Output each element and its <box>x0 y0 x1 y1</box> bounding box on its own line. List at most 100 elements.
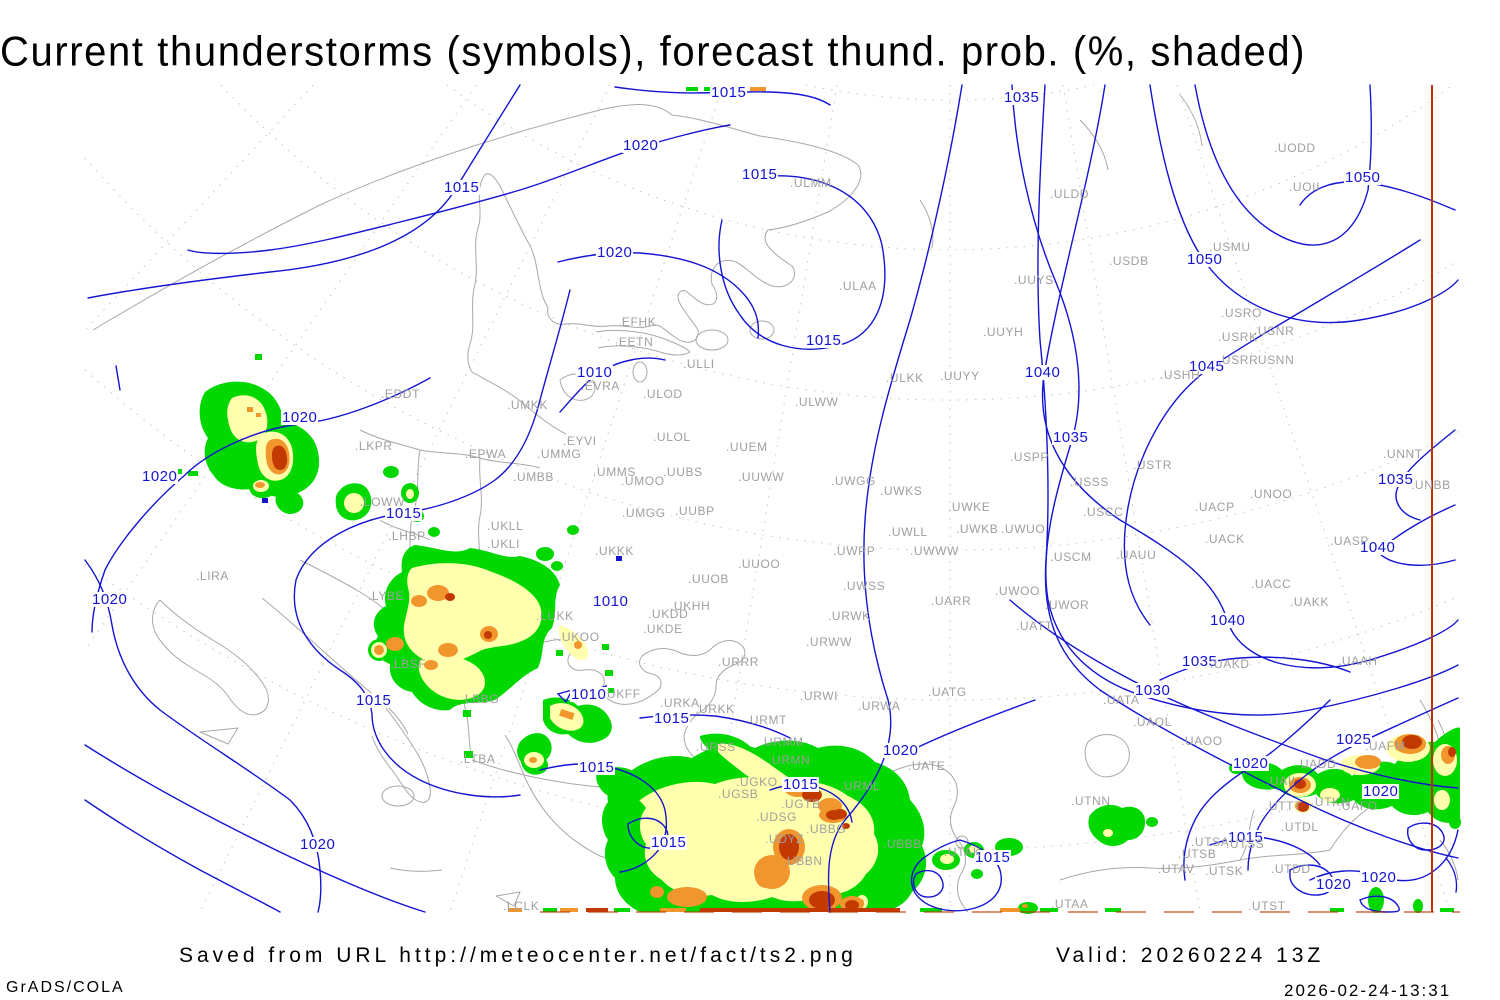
station-label: .UBBG <box>806 822 847 836</box>
station-label: .UAFO <box>1338 799 1378 813</box>
station-label: .UWWW <box>910 544 959 558</box>
isobar-label: 1020 <box>1315 876 1353 893</box>
isobar-label: 1020 <box>882 742 920 759</box>
station-label: .UKFF <box>603 687 641 701</box>
station-label: .UUYS <box>1014 273 1054 287</box>
station-label: .UBBN <box>783 854 823 868</box>
isobar-label: 1020 <box>1360 869 1398 886</box>
station-label: .USRK <box>1218 330 1258 344</box>
station-label: .UKHH <box>670 599 711 613</box>
station-label: .USNR <box>1254 324 1295 338</box>
station-label: .UKDE <box>643 622 683 636</box>
station-label: .UUEM <box>726 440 768 454</box>
station-label: .EDDT <box>381 387 420 401</box>
station-label: .UWGG <box>831 474 876 488</box>
station-label: .LUKK <box>536 609 574 623</box>
station-label: .UMBB <box>513 470 555 484</box>
station-label: .UMOO <box>621 474 665 488</box>
station-label: .ULDD <box>1050 187 1090 201</box>
isobar-label: 1015 <box>578 759 616 776</box>
station-label: .UASP <box>1330 534 1370 548</box>
isobar-label: 1010 <box>576 364 614 381</box>
isobar-label: 1050 <box>1344 169 1382 186</box>
isobar-label: 1015 <box>653 710 691 727</box>
station-label: .ULAA <box>839 279 877 293</box>
station-label: .UATE <box>908 759 946 773</box>
station-label: .LOWW <box>360 495 405 509</box>
station-label: .UAKK <box>1290 595 1330 609</box>
station-label: .UWPP <box>833 544 876 558</box>
station-label: .LCLK <box>503 899 540 913</box>
isobar-label: 1020 <box>596 244 634 261</box>
station-label: .UTSB <box>1178 847 1217 861</box>
station-label: .UAOO <box>1181 734 1223 748</box>
isobar-label: 1020 <box>299 836 337 853</box>
station-label: .UKDD <box>648 607 689 621</box>
isobar-label: 1020 <box>91 591 129 608</box>
station-label: .URWK <box>828 609 871 623</box>
isobar-label: 1015 <box>443 179 481 196</box>
station-label: .LKPR <box>355 439 393 453</box>
station-label: .UKLI <box>487 537 521 551</box>
station-label: .UBBB <box>883 837 923 851</box>
isobar-label: 1050 <box>1186 251 1224 268</box>
station-label: .UMMG <box>537 447 582 461</box>
station-label: .ULLI <box>683 357 715 371</box>
station-label: .LBSF <box>390 657 427 671</box>
isobar-label: 1015 <box>710 84 748 101</box>
station-label: .USCM <box>1050 550 1092 564</box>
isobar-label: 1045 <box>1188 358 1226 375</box>
station-label: .UNBB <box>1411 478 1451 492</box>
station-label: .EFHK <box>618 315 657 329</box>
isobar-label: 1040 <box>1024 364 1062 381</box>
isobar-label: 1015 <box>355 692 393 709</box>
station-label: .UMKK <box>507 398 549 412</box>
station-label: .USDB <box>1109 254 1149 268</box>
isobar-label: 1020 <box>1232 755 1270 772</box>
station-label: .LYBE <box>368 589 405 603</box>
station-label: .UWKS <box>880 484 923 498</box>
domain-boundary <box>540 85 1460 913</box>
station-label: .UATA <box>1103 693 1140 707</box>
station-label: .URKA <box>660 696 700 710</box>
station-label: .UKKK <box>595 544 635 558</box>
station-label: .LIRA <box>196 569 230 583</box>
isobar-label: 1015 <box>741 166 779 183</box>
isobar-label: 1015 <box>805 332 843 349</box>
station-label: .URWW <box>806 635 853 649</box>
station-label: .USRO <box>1221 306 1263 320</box>
footer-datetime: 2026-02-24-13:31 <box>1284 981 1452 1000</box>
isobar-label: 1035 <box>1181 653 1219 670</box>
station-label: .ULWW <box>795 395 839 409</box>
station-label: .UAOL <box>1133 715 1173 729</box>
isobar-label: 1020 <box>1362 783 1400 800</box>
station-label: .URMN <box>768 753 811 767</box>
station-label: .USSS <box>1070 475 1110 489</box>
station-label: .USNN <box>1254 353 1295 367</box>
station-label: .URWI <box>800 689 839 703</box>
station-label: .EYVI <box>563 434 597 448</box>
station-label: .UACK <box>1205 532 1245 546</box>
station-label: .UACP <box>1195 500 1235 514</box>
station-label: .UARR <box>931 594 972 608</box>
station-label: .UKOO <box>558 630 600 644</box>
station-label: .EPWA <box>465 447 507 461</box>
station-label: .URMM <box>760 735 804 749</box>
station-label: .LHBP <box>388 529 426 543</box>
station-label: .UWOO <box>995 584 1040 598</box>
isobar-label: 1040 <box>1209 612 1247 629</box>
thunderstorm-symbol <box>262 498 622 561</box>
footer-source-url: Saved from URL http://meteocenter.net/fa… <box>179 944 857 967</box>
isobar-label: 1015 <box>385 505 423 522</box>
station-label: .EVRA <box>581 379 621 393</box>
station-label: .UWOR <box>1045 598 1090 612</box>
station-label: .UGTB <box>781 797 821 811</box>
station-label: .UGKO <box>736 775 778 789</box>
isobar-label: 1020 <box>281 409 319 426</box>
station-label: .UWKB <box>956 522 999 536</box>
station-label: .UUYH <box>983 325 1024 339</box>
station-label: .UTAA <box>1051 897 1089 911</box>
station-label: .UWKE <box>948 500 991 514</box>
isobar-label: 1035 <box>1052 429 1090 446</box>
